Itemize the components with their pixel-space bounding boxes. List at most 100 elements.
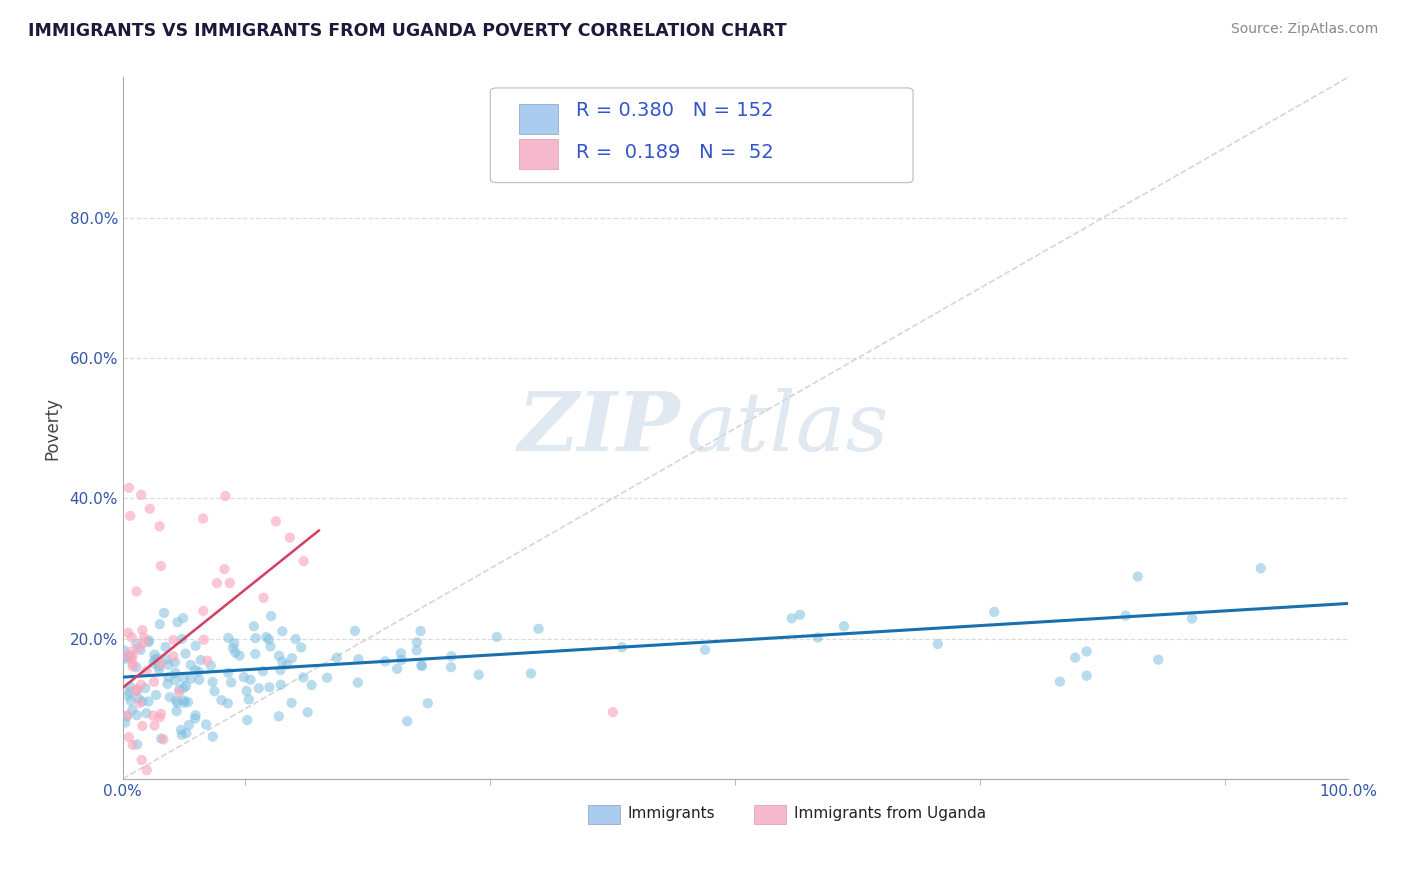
Point xyxy=(117,708,139,723)
Point xyxy=(165,665,187,680)
Point xyxy=(121,656,143,670)
Point xyxy=(156,677,179,691)
Point xyxy=(927,637,949,651)
Point xyxy=(132,635,155,649)
Point xyxy=(173,696,195,710)
Point xyxy=(159,690,181,705)
Point xyxy=(292,670,315,684)
Point xyxy=(180,657,202,672)
Point xyxy=(281,651,304,665)
Point xyxy=(143,718,166,732)
Point xyxy=(125,708,148,723)
Point xyxy=(252,591,274,605)
Point xyxy=(121,703,143,717)
Point xyxy=(125,660,148,674)
Point xyxy=(224,636,246,650)
Point xyxy=(131,719,153,733)
Point xyxy=(143,653,166,667)
Point xyxy=(118,684,141,698)
Point xyxy=(148,710,170,724)
Point xyxy=(245,647,267,661)
Point xyxy=(118,730,141,744)
Point xyxy=(201,730,224,744)
Point xyxy=(789,607,811,622)
Point xyxy=(292,554,315,568)
Point xyxy=(117,650,139,665)
Point xyxy=(271,624,294,639)
Point xyxy=(409,624,432,639)
Point xyxy=(121,738,143,752)
Point xyxy=(278,531,301,545)
Point xyxy=(149,617,172,632)
Point xyxy=(416,696,439,710)
Point xyxy=(396,714,419,729)
Point xyxy=(217,631,239,645)
Point xyxy=(238,692,260,706)
Point xyxy=(1076,668,1098,682)
Point xyxy=(173,672,195,686)
Point xyxy=(127,691,149,706)
Point xyxy=(149,706,172,721)
Point xyxy=(247,681,270,696)
Point xyxy=(125,637,148,651)
Point xyxy=(520,666,543,681)
Text: R = 0.380   N = 152: R = 0.380 N = 152 xyxy=(576,101,773,120)
Point xyxy=(1181,611,1204,625)
Point xyxy=(120,693,142,707)
Text: IMMIGRANTS VS IMMIGRANTS FROM UGANDA POVERTY CORRELATION CHART: IMMIGRANTS VS IMMIGRANTS FROM UGANDA POV… xyxy=(28,22,787,40)
Point xyxy=(149,558,172,573)
Point xyxy=(267,709,290,723)
Point xyxy=(193,604,215,618)
Point xyxy=(177,718,200,732)
Point xyxy=(259,640,281,654)
Point xyxy=(184,639,207,653)
Point xyxy=(162,632,184,647)
Point xyxy=(122,648,145,663)
Point xyxy=(142,708,165,723)
Point xyxy=(264,514,287,528)
Point xyxy=(135,664,157,678)
Point xyxy=(391,653,413,667)
Point xyxy=(117,625,139,640)
Point xyxy=(205,576,228,591)
Text: Source: ZipAtlas.com: Source: ZipAtlas.com xyxy=(1230,22,1378,37)
Point xyxy=(125,684,148,698)
Point xyxy=(280,696,302,710)
Point xyxy=(374,654,396,668)
Point xyxy=(204,684,226,698)
Point xyxy=(218,576,240,591)
Point xyxy=(193,632,215,647)
Point xyxy=(176,726,198,740)
Point xyxy=(121,631,143,645)
Point xyxy=(343,624,366,638)
Point xyxy=(132,631,155,645)
Point xyxy=(142,657,165,671)
Point xyxy=(347,652,370,666)
Point xyxy=(527,622,550,636)
Point xyxy=(138,635,160,649)
Point xyxy=(983,605,1005,619)
Point xyxy=(135,706,157,721)
Point xyxy=(440,649,463,664)
Point xyxy=(347,675,370,690)
FancyBboxPatch shape xyxy=(519,104,558,134)
Point xyxy=(180,672,202,686)
Point xyxy=(1064,650,1087,665)
Point xyxy=(807,631,830,645)
Point xyxy=(157,657,180,672)
Point xyxy=(152,732,174,747)
Point xyxy=(143,648,166,662)
Point xyxy=(259,681,281,695)
Point xyxy=(214,562,236,576)
Point xyxy=(695,642,717,657)
Point xyxy=(195,654,218,668)
FancyBboxPatch shape xyxy=(491,88,912,183)
Point xyxy=(148,519,170,533)
Point xyxy=(127,738,149,752)
Point xyxy=(232,670,254,684)
FancyBboxPatch shape xyxy=(754,805,786,824)
Point xyxy=(284,632,307,646)
Point xyxy=(166,704,188,718)
Point xyxy=(209,693,232,707)
Point xyxy=(131,623,153,637)
